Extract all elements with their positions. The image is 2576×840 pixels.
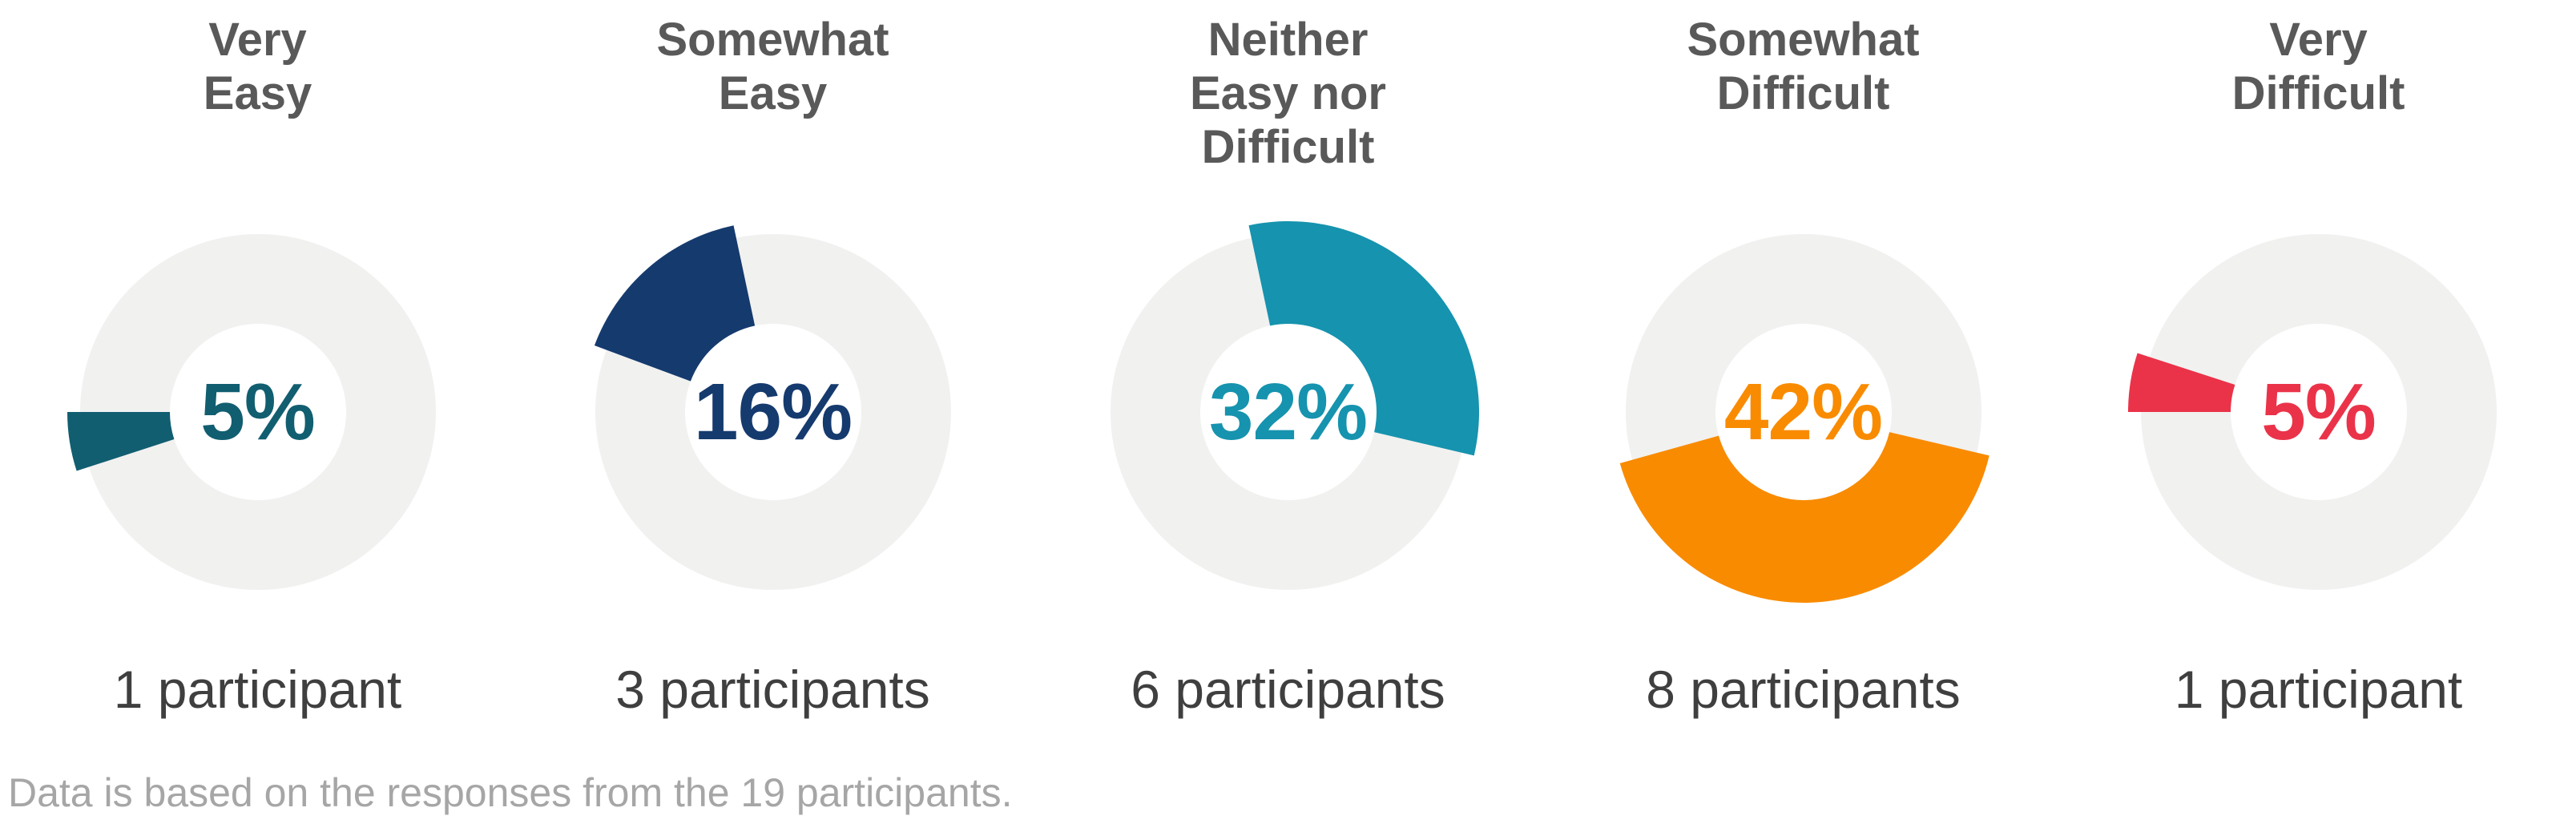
donut-panel-very-difficult: Very Difficult 5% 1 participant	[2061, 0, 2576, 720]
donut-figure: 32%	[1088, 212, 1489, 612]
pie-slice	[67, 412, 174, 471]
participant-count: 8 participants	[1646, 660, 1961, 719]
donut-row: Very Easy 5% 1 participant Somewhat Easy…	[0, 0, 2576, 720]
donut-panel-somewhat-easy: Somewhat Easy 16% 3 participants	[515, 0, 1030, 720]
category-label: Somewhat Easy	[656, 14, 889, 119]
donut-chart	[2127, 234, 2497, 590]
donut-panel-very-easy: Very Easy 5% 1 participant	[0, 0, 515, 720]
donut-figure: 16%	[573, 212, 974, 612]
category-label: Neither Easy nor Difficult	[1190, 14, 1386, 173]
category-label: Very Easy	[203, 14, 312, 119]
donut-panel-neither: Neither Easy nor Difficult 32% 6 partici…	[1030, 0, 1546, 720]
participant-count: 1 participant	[2174, 660, 2463, 719]
donut-figure: 42%	[1603, 212, 2004, 612]
category-label: Somewhat Difficult	[1687, 14, 1920, 119]
participant-count: 3 participants	[615, 660, 930, 719]
donut-chart	[594, 225, 951, 590]
pie-slice	[1619, 432, 1989, 603]
footnote: Data is based on the responses from the …	[8, 770, 1013, 815]
pie-slice	[594, 225, 755, 382]
donut-panel-somewhat-difficult: Somewhat Difficult 42% 8 participants	[1546, 0, 2061, 720]
percentage-label: 32%	[1208, 366, 1368, 457]
percentage-label: 5%	[2261, 366, 2376, 457]
category-label: Very Difficult	[2231, 14, 2405, 119]
percentage-label: 42%	[1723, 366, 1883, 457]
participant-count: 1 participant	[113, 660, 402, 719]
participant-count: 6 participants	[1131, 660, 1445, 719]
pie-slice	[2127, 353, 2235, 412]
pie-slice	[1248, 221, 1479, 456]
donut-figure: 5%	[2118, 212, 2519, 612]
percentage-label: 5%	[200, 366, 316, 457]
donut-chart	[1619, 234, 1989, 603]
donut-chart	[1110, 221, 1479, 590]
donut-figure: 5%	[58, 212, 458, 612]
donut-ring	[595, 234, 951, 590]
percentage-label: 16%	[693, 366, 853, 457]
donut-chart	[67, 234, 436, 590]
